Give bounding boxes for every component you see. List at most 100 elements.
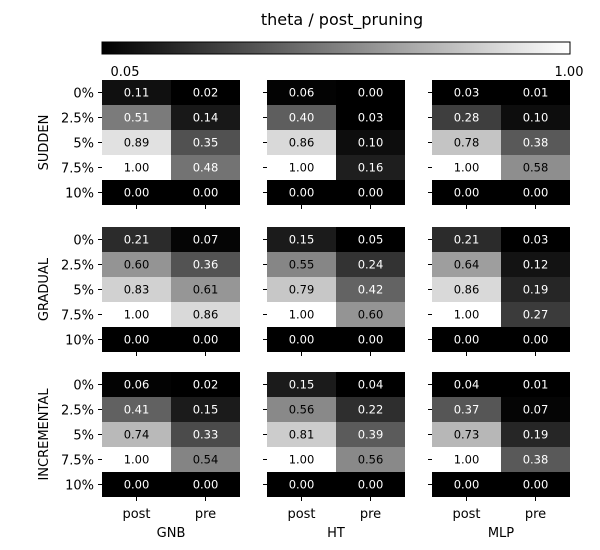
cell-value-label: 0.36 xyxy=(193,258,219,272)
heatmap-cell xyxy=(171,472,240,497)
cell-value-label: 0.00 xyxy=(523,186,549,200)
heatmap-cell xyxy=(432,447,501,472)
cell-value-label: 0.05 xyxy=(358,233,384,247)
x-tick-label: post xyxy=(122,507,150,522)
heatmap-cell xyxy=(501,372,570,397)
heatmap-cell xyxy=(171,227,240,252)
cell-value-label: 0.56 xyxy=(358,453,384,467)
cell-value-label: 0.10 xyxy=(523,111,549,125)
cell-value-label: 0.00 xyxy=(454,186,480,200)
cell-value-label: 0.00 xyxy=(358,86,384,100)
cell-value-label: 0.01 xyxy=(523,378,549,392)
cell-value-label: 1.00 xyxy=(454,161,480,175)
heatmap-cell xyxy=(267,472,336,497)
heatmap-cell xyxy=(336,227,405,252)
cell-value-label: 0.28 xyxy=(454,111,480,125)
heatmap-cell xyxy=(336,155,405,180)
cell-value-label: 0.24 xyxy=(358,258,384,272)
heatmap-cell xyxy=(171,327,240,352)
heatmap-cell xyxy=(171,80,240,105)
heatmap-cell xyxy=(102,105,171,130)
cell-value-label: 0.60 xyxy=(124,258,150,272)
heatmap-cell xyxy=(102,302,171,327)
y-tick-label: 2.5% xyxy=(61,404,94,419)
heatmap-cell xyxy=(432,372,501,397)
heatmap-cell xyxy=(171,447,240,472)
cell-value-label: 0.19 xyxy=(523,428,549,442)
cell-value-label: 0.14 xyxy=(193,111,219,125)
colorbar xyxy=(101,41,571,55)
heatmap-cell xyxy=(501,472,570,497)
cell-value-label: 0.10 xyxy=(358,136,384,150)
chart-title: theta / post_pruning xyxy=(261,10,423,30)
cell-value-label: 0.02 xyxy=(193,378,219,392)
heatmap-cell xyxy=(102,372,171,397)
cell-value-label: 0.39 xyxy=(358,428,384,442)
heatmap-cell xyxy=(102,447,171,472)
cell-value-label: 0.51 xyxy=(124,111,150,125)
cell-value-label: 0.89 xyxy=(124,136,150,150)
x-tick-label: post xyxy=(452,507,480,522)
heatmap-cell xyxy=(432,397,501,422)
heatmap-cell xyxy=(336,302,405,327)
heatmap-cell xyxy=(501,227,570,252)
heatmap-cell xyxy=(267,447,336,472)
cell-value-label: 0.42 xyxy=(358,283,384,297)
cell-value-label: 0.83 xyxy=(124,283,150,297)
heatmap-cell xyxy=(171,372,240,397)
y-tick-label: 0% xyxy=(73,87,94,102)
heatmap-cell xyxy=(267,130,336,155)
heatmap-cell xyxy=(171,252,240,277)
cell-value-label: 0.00 xyxy=(358,186,384,200)
heatmap-cell xyxy=(267,372,336,397)
heatmap-cell xyxy=(432,302,501,327)
heatmap-cell xyxy=(267,252,336,277)
heatmap-cell xyxy=(432,472,501,497)
cell-value-label: 0.07 xyxy=(193,233,219,247)
x-tick-label: post xyxy=(287,507,315,522)
heatmap-cell xyxy=(267,155,336,180)
heatmap-cell xyxy=(267,80,336,105)
heatmap-cell xyxy=(336,447,405,472)
heatmap-cell xyxy=(501,277,570,302)
cell-value-label: 0.03 xyxy=(523,233,549,247)
heatmap-cell xyxy=(336,130,405,155)
cell-value-label: 0.55 xyxy=(289,258,315,272)
heatmap-cell xyxy=(171,422,240,447)
heatmap-cell xyxy=(102,327,171,352)
cell-value-label: 0.64 xyxy=(454,258,480,272)
heatmap-cell xyxy=(501,130,570,155)
y-tick-label: 10% xyxy=(65,187,94,202)
heatmap-cell xyxy=(501,422,570,447)
y-tick-label: 7.5% xyxy=(61,309,94,324)
heatmap-panels: 0.11 0.02 0.51 0.14 0.89 0.35 1.00 0.48 0.00 0.00… xyxy=(37,80,570,541)
cell-value-label: 0.56 xyxy=(289,403,315,417)
heatmap-cell xyxy=(501,80,570,105)
cell-value-label: 1.00 xyxy=(289,453,315,467)
heatmap-cell xyxy=(267,327,336,352)
y-tick-label: 0% xyxy=(73,379,94,394)
heatmap-cell xyxy=(432,80,501,105)
heatmap-cell xyxy=(267,422,336,447)
heatmap-cell xyxy=(501,302,570,327)
cell-value-label: 0.15 xyxy=(289,378,315,392)
cell-value-label: 0.00 xyxy=(358,478,384,492)
cell-value-label: 0.00 xyxy=(124,186,150,200)
heatmap-cell xyxy=(432,155,501,180)
cell-value-label: 0.12 xyxy=(523,258,549,272)
heatmap-cell xyxy=(501,397,570,422)
y-tick-label: 5% xyxy=(73,137,94,152)
cell-value-label: 0.03 xyxy=(358,111,384,125)
x-tick-label: pre xyxy=(360,507,381,522)
cell-value-label: 0.19 xyxy=(523,283,549,297)
cell-value-label: 0.00 xyxy=(289,186,315,200)
cell-value-label: 0.48 xyxy=(193,161,219,175)
heatmap-cell xyxy=(102,155,171,180)
cell-value-label: 0.38 xyxy=(523,453,549,467)
cell-value-label: 0.06 xyxy=(124,378,150,392)
heatmap-cell xyxy=(432,227,501,252)
y-tick-label: 0% xyxy=(73,234,94,249)
cell-value-label: 0.00 xyxy=(124,478,150,492)
y-tick-label: 5% xyxy=(73,429,94,444)
heatmap-cell xyxy=(102,422,171,447)
